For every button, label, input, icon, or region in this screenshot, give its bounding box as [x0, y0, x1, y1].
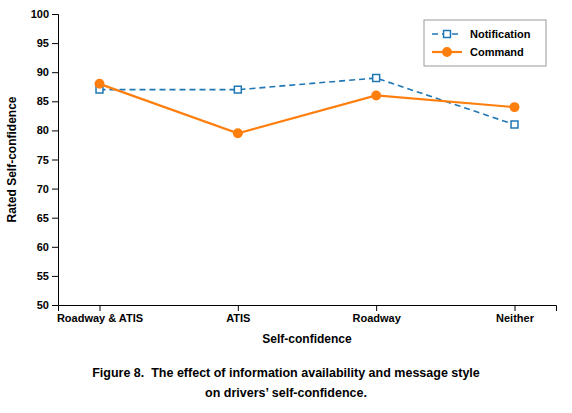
x-axis: Roadway & ATIS ATIS Roadway Neither [57, 305, 557, 324]
y-tick-label: 80 [37, 124, 49, 136]
y-tick-mark [52, 305, 58, 306]
x-axis-line [59, 306, 557, 312]
plot: Roadway & ATIS ATIS Roadway Neither 50 55 60 65… [5, 8, 557, 346]
series-point [95, 80, 103, 88]
marks [95, 75, 518, 138]
y-tick-mark [52, 14, 58, 15]
y-tick-mark [52, 160, 58, 161]
y-tick: 75 [37, 154, 58, 166]
series-point [234, 86, 241, 93]
y-tick-label: 95 [37, 37, 49, 49]
y-tick: 55 [37, 270, 58, 282]
series-point [373, 75, 380, 82]
y-tick: 65 [37, 212, 58, 224]
series-point [234, 129, 242, 137]
y-tick-mark [52, 189, 58, 190]
x-tick-label: Roadway [353, 312, 402, 324]
x-tick-mark [100, 305, 101, 311]
legend-label: Command [470, 46, 524, 58]
y-tick-mark [52, 43, 58, 44]
y-tick-label: 55 [37, 270, 49, 282]
x-tick-mark [238, 305, 239, 311]
series-point [511, 121, 518, 128]
y-tick-mark [52, 130, 58, 131]
chart-container: Roadway & ATIS ATIS Roadway Neither 50 55 60 65… [0, 0, 572, 413]
x-tick: Neither [496, 305, 535, 324]
legend-item: Notification [432, 28, 531, 40]
x-tick-label: Roadway & ATIS [57, 312, 143, 324]
y-tick-mark [52, 101, 58, 102]
y-tick-label: 100 [31, 8, 49, 20]
y-tick: 60 [37, 241, 58, 253]
legend-label: Notification [470, 28, 531, 40]
y-tick-label: 85 [37, 95, 49, 107]
legend-marker [444, 31, 451, 38]
x-tick-mark [515, 305, 516, 311]
y-axis: 50 55 60 65 70 75 80 85 90 95 100 [31, 8, 59, 311]
legend-item: Command [432, 46, 524, 58]
y-tick-mark [52, 72, 58, 73]
y-tick: 70 [37, 183, 58, 195]
y-tick-mark [52, 218, 58, 219]
y-tick-mark [52, 247, 58, 248]
y-tick-mark [52, 276, 58, 277]
y-tick: 90 [37, 66, 58, 78]
y-axis-line [52, 15, 59, 306]
series-point [372, 91, 380, 99]
x-axis-title: Self-confidence [262, 332, 352, 346]
x-tick: Roadway [353, 305, 402, 324]
x-tick-mark [376, 305, 377, 311]
y-tick: 95 [37, 37, 58, 49]
caption: on drivers’ self-confidence. [205, 386, 367, 400]
legend-marker [443, 48, 451, 56]
x-tick-label: ATIS [226, 312, 250, 324]
y-tick-label: 60 [37, 241, 49, 253]
chart-svg: Roadway & ATIS ATIS Roadway Neither 50 55 60 65… [0, 0, 572, 413]
y-tick: 50 [37, 299, 58, 311]
x-tick-label: Neither [496, 312, 535, 324]
x-tick: Roadway & ATIS [57, 305, 143, 324]
y-tick: 85 [37, 95, 58, 107]
y-tick-label: 65 [37, 212, 49, 224]
legend: Notification Command [424, 20, 546, 66]
series-point [510, 103, 518, 111]
x-tick: ATIS [226, 305, 250, 324]
y-tick-label: 90 [37, 66, 49, 78]
series-line [100, 84, 515, 133]
caption: Figure 8. The effect of information avai… [92, 366, 480, 380]
y-tick-label: 50 [37, 299, 49, 311]
y-tick: 80 [37, 124, 58, 136]
y-tick: 100 [31, 8, 58, 20]
y-axis-title: Rated Self-confidence [5, 96, 19, 222]
series [95, 80, 518, 138]
legend-frame [424, 20, 546, 66]
y-tick-label: 75 [37, 154, 49, 166]
y-tick-label: 70 [37, 183, 49, 195]
